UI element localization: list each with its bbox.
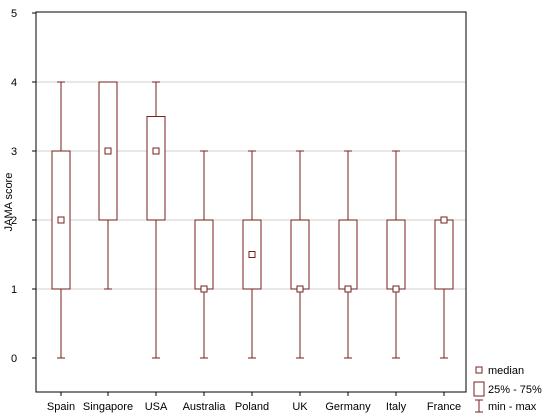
median-marker (152, 147, 160, 155)
legend-box-label: 25% - 75% (488, 384, 542, 396)
median-marker (248, 251, 256, 258)
y-axis-label: JAMA score (3, 173, 15, 232)
median-marker (296, 285, 304, 293)
box-singapore (98, 81, 118, 290)
box-poland (242, 150, 262, 359)
box-spain (51, 81, 71, 359)
box-iqr (434, 219, 454, 290)
box-iqr (194, 219, 214, 290)
median-marker (104, 147, 112, 155)
x-axis-ticks: Spain Singapore USA Australia Poland UK German… (47, 392, 461, 413)
box-iqr (338, 219, 358, 290)
median-marker (200, 285, 208, 293)
median-marker (57, 216, 65, 224)
box-iqr (386, 219, 406, 290)
y-tick-label: 3 (11, 146, 17, 158)
legend-whisker-label: min - max (488, 401, 537, 413)
box-italy (386, 150, 406, 359)
x-tick-label: Singapore (83, 401, 133, 413)
x-tick-label: Italy (386, 401, 407, 413)
x-tick-label: Australia (183, 401, 227, 413)
legend-box-swatch (473, 381, 485, 397)
box-iqr (290, 219, 310, 290)
legend: median 25% - 75% min - max (473, 365, 542, 413)
x-tick-label: Germany (325, 401, 371, 413)
boxes (51, 81, 454, 359)
legend-median-swatch (475, 366, 483, 374)
x-tick-label: France (427, 401, 461, 413)
box-uk (290, 150, 310, 359)
x-tick-label: USA (145, 401, 168, 413)
median-marker (344, 285, 352, 293)
plot-frame (35, 11, 467, 393)
median-marker (392, 285, 400, 293)
legend-median-label: median (488, 365, 524, 377)
y-tick-label: 1 (11, 284, 17, 296)
y-tick-label: 5 (11, 8, 17, 20)
y-tick-label: 2 (11, 215, 17, 227)
x-tick-label: Poland (235, 401, 269, 413)
y-tick-label: 4 (11, 77, 17, 89)
y-tick-label: 0 (11, 353, 17, 365)
y-axis-ticks: 0 1 2 3 4 5 (11, 8, 36, 365)
x-tick-label: Spain (47, 401, 75, 413)
box-australia (194, 150, 214, 359)
box-france (434, 216, 454, 359)
median-marker (440, 216, 448, 224)
legend-whisker-swatch (475, 399, 483, 413)
box-iqr (146, 116, 166, 221)
box-usa (146, 81, 166, 359)
box-germany (338, 150, 358, 359)
x-tick-label: UK (292, 401, 308, 413)
